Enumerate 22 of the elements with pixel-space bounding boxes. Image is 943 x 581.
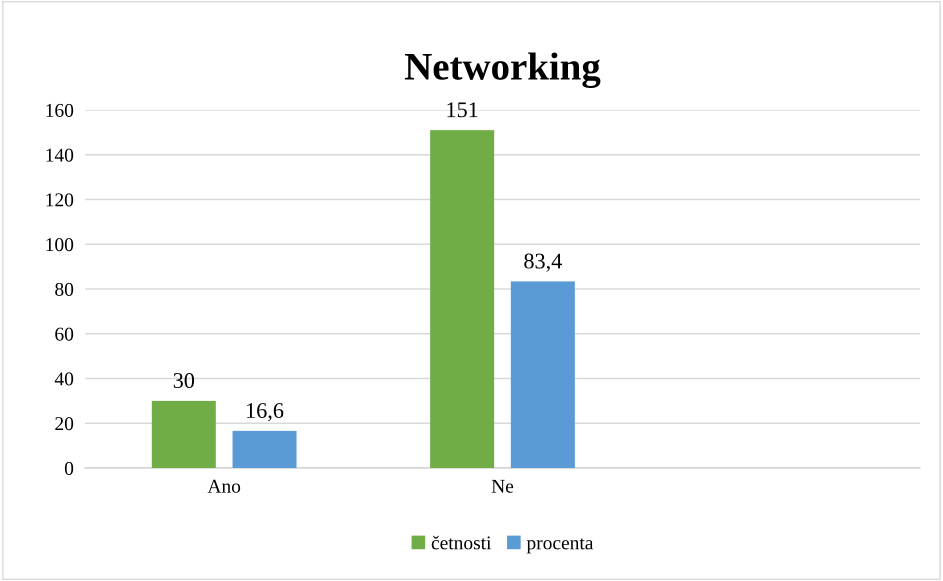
bar: [430, 130, 494, 468]
y-tick-label: 80: [55, 282, 74, 296]
chart-title: Networking: [404, 52, 600, 88]
y-tick-label: 60: [55, 328, 74, 341]
x-tick-label: Ano: [208, 480, 240, 493]
y-tick-label: 40: [54, 372, 74, 386]
data-label: 16,6: [247, 403, 284, 422]
legend-label: četnosti: [432, 536, 492, 550]
data-label: 83,4: [524, 254, 562, 272]
y-tick-label: 100: [46, 238, 74, 252]
y-tick-label: 160: [46, 104, 74, 117]
y-tick-label: 120: [46, 193, 74, 206]
legend-label: procenta: [526, 538, 594, 554]
bar: [152, 400, 216, 468]
data-label: 30: [174, 373, 194, 388]
x-tick-label: Ne: [492, 480, 514, 493]
y-tick-label: 140: [46, 148, 74, 162]
data-label: 151: [447, 102, 478, 118]
bar: [510, 281, 575, 468]
y-tick-label: 20: [55, 417, 74, 430]
bar: [232, 430, 297, 468]
y-tick-label: 0: [64, 462, 74, 475]
